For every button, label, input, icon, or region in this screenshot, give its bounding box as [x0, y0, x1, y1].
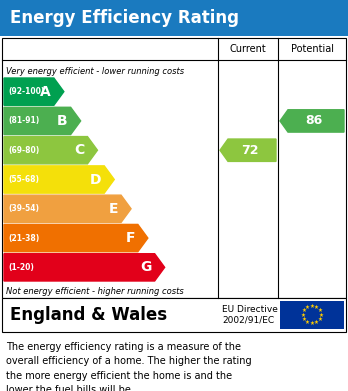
Text: EU Directive: EU Directive	[222, 305, 278, 314]
Text: D: D	[90, 172, 101, 187]
Text: (39-54): (39-54)	[8, 204, 39, 213]
Text: 2002/91/EC: 2002/91/EC	[222, 316, 274, 325]
Bar	[280, 301, 344, 329]
Bar	[2, 298, 346, 332]
Text: (21-38): (21-38)	[8, 233, 39, 242]
Bar	[2, 38, 346, 298]
Text: ★: ★	[317, 317, 322, 322]
Text: ★: ★	[301, 312, 306, 317]
Polygon shape	[4, 224, 148, 252]
Text: B: B	[57, 114, 68, 128]
Text: ★: ★	[310, 303, 315, 308]
Text: Potential: Potential	[291, 44, 333, 54]
Text: Very energy efficient - lower running costs: Very energy efficient - lower running co…	[6, 66, 184, 75]
Bar	[0, 0, 348, 36]
Text: 86: 86	[306, 115, 323, 127]
Text: G: G	[140, 260, 152, 274]
Text: The energy efficiency rating is a measure of the
overall efficiency of a home. T: The energy efficiency rating is a measur…	[6, 342, 252, 391]
Text: E: E	[109, 202, 118, 216]
Text: F: F	[125, 231, 135, 245]
Text: ★: ★	[317, 308, 322, 313]
Polygon shape	[4, 166, 114, 193]
Text: C: C	[74, 143, 85, 157]
Text: 72: 72	[241, 144, 259, 157]
Text: (92-100): (92-100)	[8, 87, 45, 96]
Text: (69-80): (69-80)	[8, 146, 39, 155]
Text: England & Wales: England & Wales	[10, 306, 167, 324]
Text: ★: ★	[302, 317, 307, 322]
Text: ★: ★	[302, 308, 307, 313]
Text: Not energy efficient - higher running costs: Not energy efficient - higher running co…	[6, 287, 184, 296]
Polygon shape	[4, 195, 131, 222]
Text: ★: ★	[305, 320, 310, 325]
Polygon shape	[220, 139, 276, 161]
Polygon shape	[4, 78, 64, 105]
Polygon shape	[4, 107, 81, 135]
Text: (1-20): (1-20)	[8, 263, 34, 272]
Text: ★: ★	[305, 305, 310, 310]
Text: (81-91): (81-91)	[8, 117, 39, 126]
Text: A: A	[40, 84, 51, 99]
Text: Current: Current	[230, 44, 266, 54]
Text: ★: ★	[314, 305, 319, 310]
Polygon shape	[4, 254, 165, 281]
Text: (55-68): (55-68)	[8, 175, 39, 184]
Text: ★: ★	[314, 320, 319, 325]
Polygon shape	[280, 110, 344, 132]
Polygon shape	[4, 136, 97, 164]
Text: ★: ★	[310, 321, 315, 326]
Text: Energy Efficiency Rating: Energy Efficiency Rating	[10, 9, 239, 27]
Text: ★: ★	[318, 312, 323, 317]
